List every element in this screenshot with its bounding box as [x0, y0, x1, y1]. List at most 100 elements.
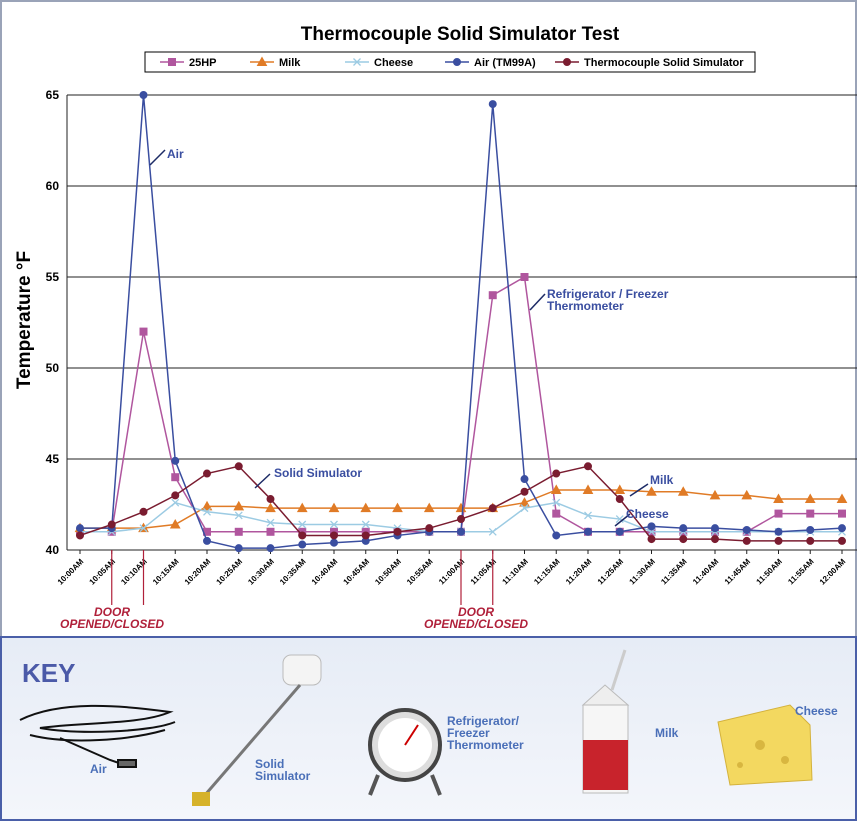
- legend-marker: [168, 58, 176, 66]
- point: [615, 515, 624, 524]
- point: [806, 525, 815, 534]
- legend-marker: [256, 56, 268, 66]
- annotation: Air: [167, 147, 184, 161]
- point: [838, 524, 846, 533]
- point: [298, 520, 307, 529]
- point: [838, 509, 846, 518]
- point: [742, 525, 751, 534]
- point: [361, 520, 370, 529]
- point: [266, 544, 275, 553]
- key-label: Thermometer: [447, 738, 524, 752]
- point: [169, 519, 181, 529]
- point: [171, 456, 180, 465]
- point: [298, 540, 307, 549]
- point: [171, 498, 180, 507]
- annotation: Refrigerator / Freezer: [547, 287, 669, 301]
- key-label: Refrigerator/: [447, 714, 520, 728]
- y-tick-label: 65: [46, 88, 60, 102]
- point: [266, 518, 275, 527]
- point: [774, 536, 783, 545]
- point: [488, 100, 497, 109]
- key-label: Solid: [255, 757, 284, 771]
- chart-title: Thermocouple Solid Simulator Test: [301, 24, 620, 45]
- point: [76, 524, 84, 533]
- point: [773, 493, 784, 504]
- legend-label: Thermocouple Solid Simulator: [584, 57, 744, 69]
- annotation-leader: [149, 149, 166, 166]
- key-title: KEY: [22, 658, 75, 688]
- point: [742, 536, 751, 545]
- point: [520, 475, 529, 484]
- key-label: Air: [90, 762, 107, 776]
- point: [203, 507, 211, 516]
- point: [139, 524, 148, 533]
- point: [234, 527, 243, 536]
- point: [806, 536, 815, 545]
- point: [425, 524, 434, 533]
- point: [647, 522, 656, 531]
- point: [836, 493, 848, 504]
- point: [171, 473, 180, 482]
- point: [838, 536, 846, 545]
- point: [709, 489, 721, 500]
- legend-label: Milk: [279, 57, 301, 69]
- point: [774, 509, 783, 518]
- chart-frame: [0, 0, 857, 638]
- point: [233, 500, 245, 511]
- annotation: OPENED/CLOSED: [424, 617, 528, 631]
- point: [393, 527, 402, 536]
- point: [201, 500, 213, 511]
- point: [203, 469, 211, 478]
- point: [520, 504, 529, 513]
- point: [584, 527, 592, 536]
- point: [804, 493, 816, 504]
- annotation: DOOR: [94, 605, 130, 619]
- point: [361, 531, 370, 540]
- y-tick-label: 60: [46, 179, 60, 193]
- point: [330, 520, 338, 529]
- point: [266, 495, 275, 504]
- point: [584, 511, 592, 520]
- point: [774, 527, 783, 536]
- annotation: DOOR: [458, 605, 494, 619]
- point: [328, 502, 340, 513]
- point: [423, 502, 435, 513]
- series: [76, 462, 846, 545]
- point: [679, 524, 688, 533]
- point: [360, 502, 372, 513]
- point: [584, 462, 592, 471]
- legend-label: 25HP: [189, 57, 217, 69]
- point: [203, 536, 211, 545]
- point: [552, 498, 561, 507]
- annotation: Cheese: [626, 507, 669, 521]
- point: [552, 531, 561, 540]
- point: [711, 524, 719, 533]
- point: [582, 484, 594, 494]
- point: [488, 504, 497, 513]
- point: [520, 273, 529, 281]
- point: [139, 327, 148, 336]
- key-label: Freezer: [447, 726, 490, 740]
- annotation-leader: [254, 473, 271, 489]
- point: [552, 469, 561, 478]
- y-tick-label: 50: [46, 361, 60, 375]
- point: [614, 484, 626, 494]
- annotation: Solid Simulator: [274, 466, 362, 480]
- key-label: Cheese: [795, 704, 838, 718]
- point: [234, 511, 243, 520]
- key-simulator-image: [192, 654, 322, 806]
- point: [647, 535, 656, 544]
- y-tick-label: 55: [46, 270, 60, 284]
- legend-label: Air (TM99A): [474, 57, 536, 69]
- point: [711, 535, 719, 544]
- y-tick-label: 45: [46, 452, 60, 466]
- point: [330, 531, 338, 540]
- key-label: Simulator: [255, 769, 311, 783]
- legend-marker: [353, 58, 361, 66]
- point: [139, 91, 148, 99]
- point: [330, 538, 338, 547]
- point: [107, 520, 116, 529]
- point: [520, 487, 529, 496]
- point: [679, 535, 688, 544]
